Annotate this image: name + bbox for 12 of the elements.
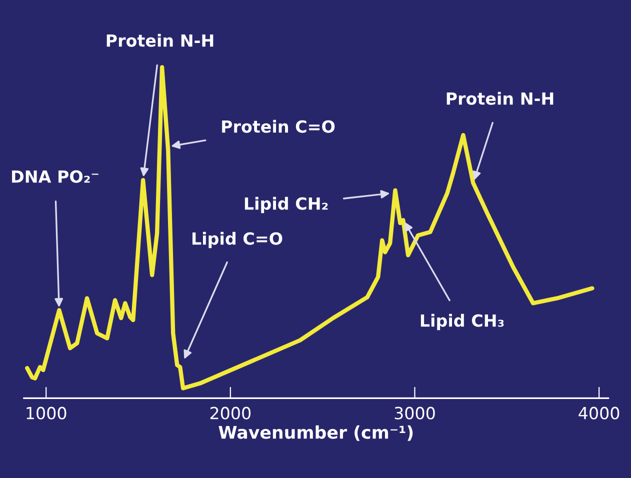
annotation: DNA PO₂⁻ xyxy=(12,170,98,183)
annotation: Lipid CH₃ xyxy=(420,314,504,330)
x-tick-label: 3000 xyxy=(394,406,435,420)
annotation: Protein N-H xyxy=(446,92,554,105)
annotation: Protein C=O xyxy=(222,120,335,133)
x-tick-label: 1000 xyxy=(26,406,66,420)
annotation: Lipid C=O xyxy=(192,232,282,248)
x-tick-label: 2000 xyxy=(210,406,251,420)
x-axis-title: Wavenumber (cm⁻¹) xyxy=(218,425,413,441)
x-tick-label: 4000 xyxy=(578,406,620,420)
annotation: Protein N-H xyxy=(106,34,214,47)
annotation: Lipid CH₂ xyxy=(244,196,328,214)
